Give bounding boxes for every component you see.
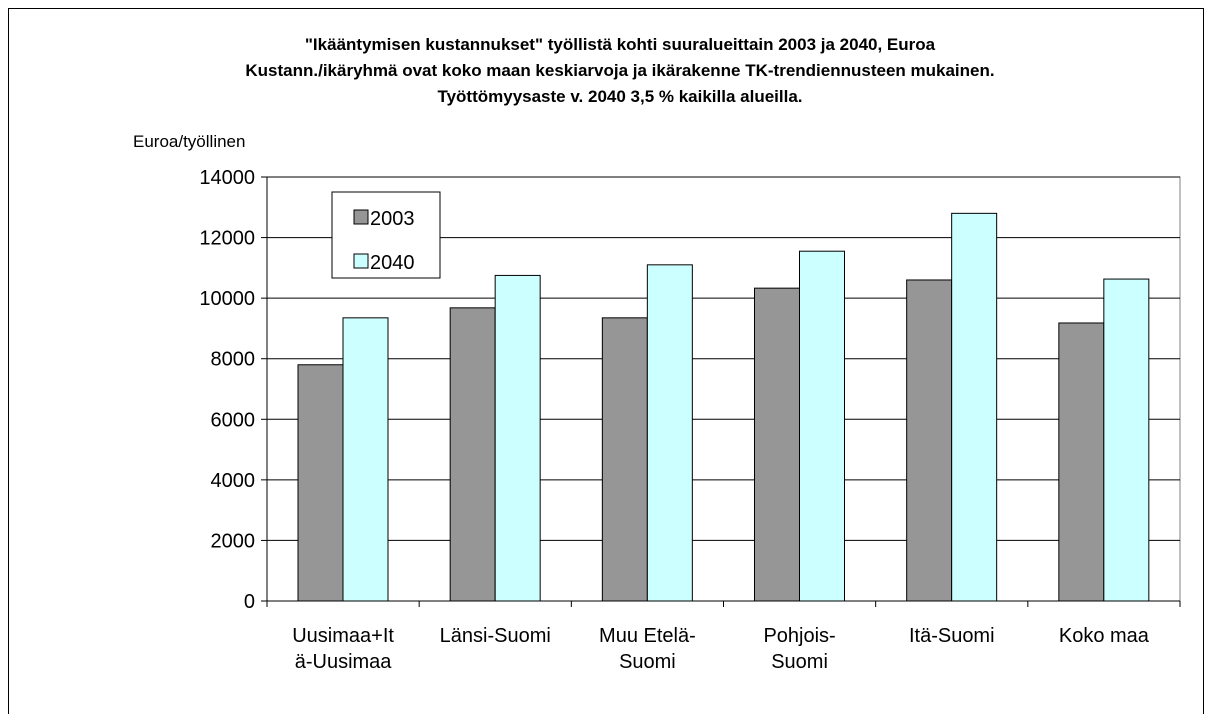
chart-title: "Ikääntymisen kustannukset" työllistä ko… <box>245 35 994 106</box>
x-tick-label: Koko maa <box>1059 625 1150 647</box>
x-tick-label: Länsi-Suomi <box>440 625 551 647</box>
y-tick-label: 2000 <box>211 530 256 552</box>
x-tick-label: Itä-Suomi <box>909 625 995 647</box>
y-tick-label: 0 <box>244 591 255 613</box>
bar <box>297 364 344 602</box>
y-tick-label: 10000 <box>199 288 255 310</box>
x-tick-label: Uusimaa+It ä-Uusimaa <box>292 625 394 673</box>
bar <box>754 287 800 602</box>
x-tick-label: Muu Etelä-Suomi <box>599 625 696 673</box>
y-tick-label: 14000 <box>199 167 255 189</box>
bar <box>646 264 693 602</box>
y-tick-label: 8000 <box>211 349 256 371</box>
legend-label: 2040 <box>370 252 415 274</box>
bar <box>1058 322 1105 602</box>
bar <box>449 307 496 602</box>
y-axis-label: Euroa/työllinen <box>133 132 245 151</box>
y-tick-label: 6000 <box>211 409 256 431</box>
bar <box>342 317 389 602</box>
y-tick-label: 12000 <box>199 228 255 250</box>
bar <box>951 212 998 602</box>
bar <box>799 250 845 602</box>
legend-swatch <box>353 209 369 225</box>
y-tick-label: 4000 <box>211 470 256 492</box>
bar <box>601 317 648 602</box>
legend-label: 2003 <box>370 208 415 230</box>
legend <box>331 191 441 279</box>
bar <box>1103 278 1150 602</box>
legend-swatch <box>353 253 369 269</box>
x-tick-label: Pohjois-Suomi <box>763 625 835 673</box>
bar <box>494 274 541 602</box>
bar <box>906 279 953 602</box>
